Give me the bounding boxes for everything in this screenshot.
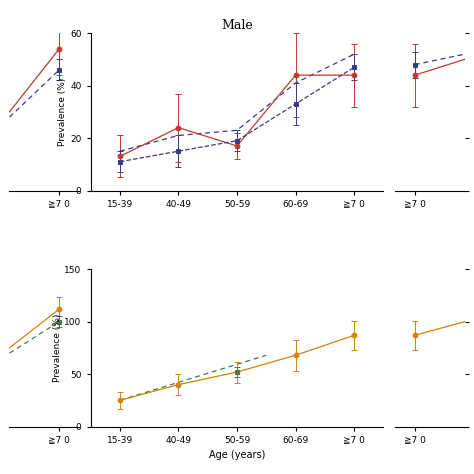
Y-axis label: Prevalence (%): Prevalence (%) bbox=[53, 314, 62, 382]
Y-axis label: Prevalence (%): Prevalence (%) bbox=[58, 78, 67, 146]
X-axis label: Age (years): Age (years) bbox=[209, 450, 265, 460]
Text: Male: Male bbox=[221, 19, 253, 32]
